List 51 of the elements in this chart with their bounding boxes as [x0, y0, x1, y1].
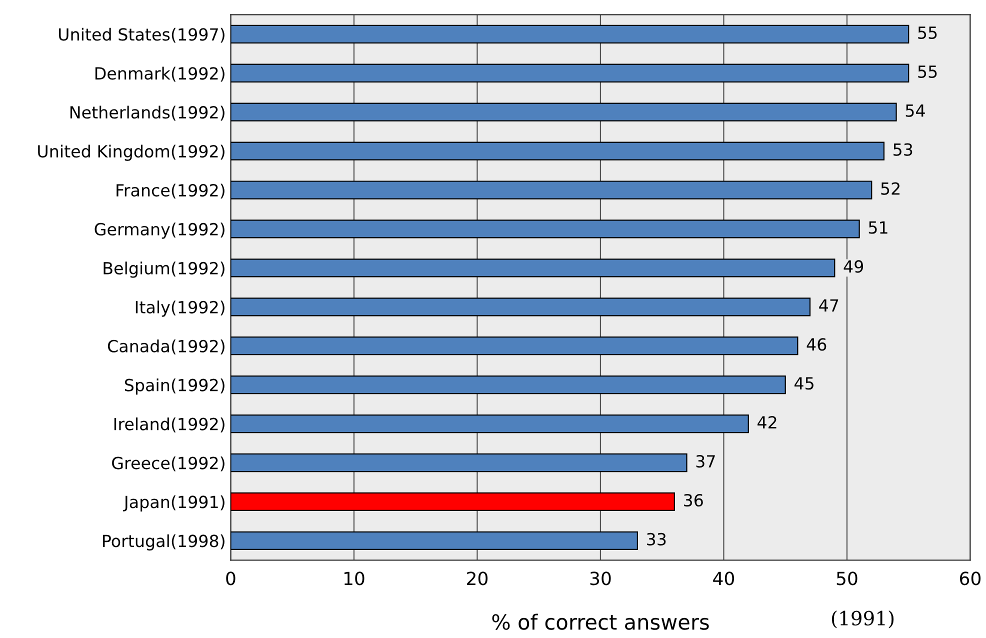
data-label: 47: [819, 299, 838, 312]
x-tick-label: 30: [590, 572, 611, 586]
y-tick-label: Italy(1992): [136, 300, 224, 317]
x-tick-label: 10: [344, 572, 364, 586]
x-tick-label: 20: [467, 572, 488, 586]
data-label: 36: [684, 494, 703, 507]
data-label: 46: [806, 338, 826, 351]
data-label: 51: [868, 221, 888, 234]
data-label: 42: [758, 416, 776, 428]
y-tick-label: Japan(1991): [123, 495, 224, 512]
data-label: 49: [844, 260, 864, 273]
x-tick-label: 0: [226, 572, 236, 586]
x-tick-label: 60: [960, 572, 981, 586]
y-tick-label: Canada(1992): [108, 340, 224, 354]
text: (1991): [832, 610, 894, 628]
data-label: 52: [881, 182, 900, 195]
data-label: 53: [894, 143, 912, 156]
data-label: 55: [918, 66, 937, 78]
bar: [230, 64, 910, 82]
bar: [230, 102, 897, 122]
bar: [230, 180, 872, 200]
y-tick-label: France(1992): [116, 184, 224, 199]
data-label: 45: [794, 377, 814, 390]
bar: [230, 298, 811, 316]
x-tick-label: 40: [713, 572, 734, 586]
bar: [230, 258, 836, 278]
data-label: 37: [696, 454, 715, 468]
bar: [230, 336, 798, 356]
bar: [230, 24, 910, 44]
data-label: 33: [647, 532, 666, 546]
y-tick-label: Netherlands(1992): [70, 106, 224, 121]
y-tick-label: Germany(1992): [94, 222, 224, 239]
x-axis-title: % of correct answers: [492, 614, 709, 630]
data-label: 55: [918, 26, 937, 39]
y-tick-label: Belgium(1992): [104, 262, 224, 278]
bar: [230, 453, 688, 472]
y-tick-label: Ireland(1992): [114, 417, 224, 432]
y-tick-label: Portugal(1998): [103, 534, 224, 550]
y-tick-label: United Kingdom(1992): [38, 144, 224, 161]
bar: [230, 531, 638, 550]
y-tick-label: United States(1997): [59, 28, 224, 43]
bar: [230, 142, 885, 160]
data-label: 54: [906, 104, 925, 117]
bar: [230, 220, 860, 238]
y-tick-label: Greece(1992): [112, 456, 224, 472]
x-tick-label: 50: [836, 572, 858, 586]
bar: [230, 414, 749, 434]
bar: [230, 376, 786, 394]
bar: [230, 492, 675, 512]
y-tick-label: Denmark(1992): [95, 66, 224, 82]
y-tick-label: Spain(1992): [124, 378, 224, 395]
